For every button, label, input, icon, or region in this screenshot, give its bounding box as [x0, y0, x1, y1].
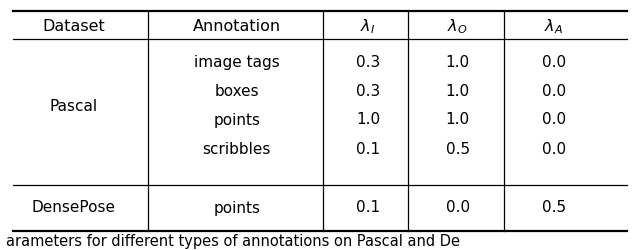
Text: 0.5: 0.5 [541, 200, 566, 216]
Text: 1.0: 1.0 [356, 112, 380, 128]
Text: 0.1: 0.1 [356, 142, 380, 158]
Text: scribbles: scribbles [203, 142, 271, 158]
Text: 1.0: 1.0 [445, 55, 470, 70]
Text: 0.1: 0.1 [356, 200, 380, 216]
Text: Pascal: Pascal [49, 99, 98, 114]
Text: boxes: boxes [214, 84, 259, 99]
Text: 0.0: 0.0 [541, 142, 566, 158]
Text: Dataset: Dataset [42, 19, 105, 34]
Text: $\lambda_I$: $\lambda_I$ [360, 18, 376, 36]
Text: 0.3: 0.3 [356, 55, 380, 70]
Text: 0.0: 0.0 [445, 200, 470, 216]
Text: points: points [213, 112, 260, 128]
Text: $\lambda_A$: $\lambda_A$ [544, 18, 563, 36]
Text: points: points [213, 200, 260, 216]
Text: $\lambda_O$: $\lambda_O$ [447, 18, 468, 36]
Text: image tags: image tags [194, 55, 280, 70]
Text: 0.3: 0.3 [356, 84, 380, 99]
Text: Annotation: Annotation [193, 19, 281, 34]
Text: 0.0: 0.0 [541, 55, 566, 70]
Text: arameters for different types of annotations on Pascal and De: arameters for different types of annotat… [6, 234, 460, 249]
Text: 1.0: 1.0 [445, 84, 470, 99]
Text: 1.0: 1.0 [445, 112, 470, 128]
Text: 0.0: 0.0 [541, 112, 566, 128]
Text: DensePose: DensePose [31, 200, 116, 216]
Text: 0.0: 0.0 [541, 84, 566, 99]
Text: 0.5: 0.5 [445, 142, 470, 158]
